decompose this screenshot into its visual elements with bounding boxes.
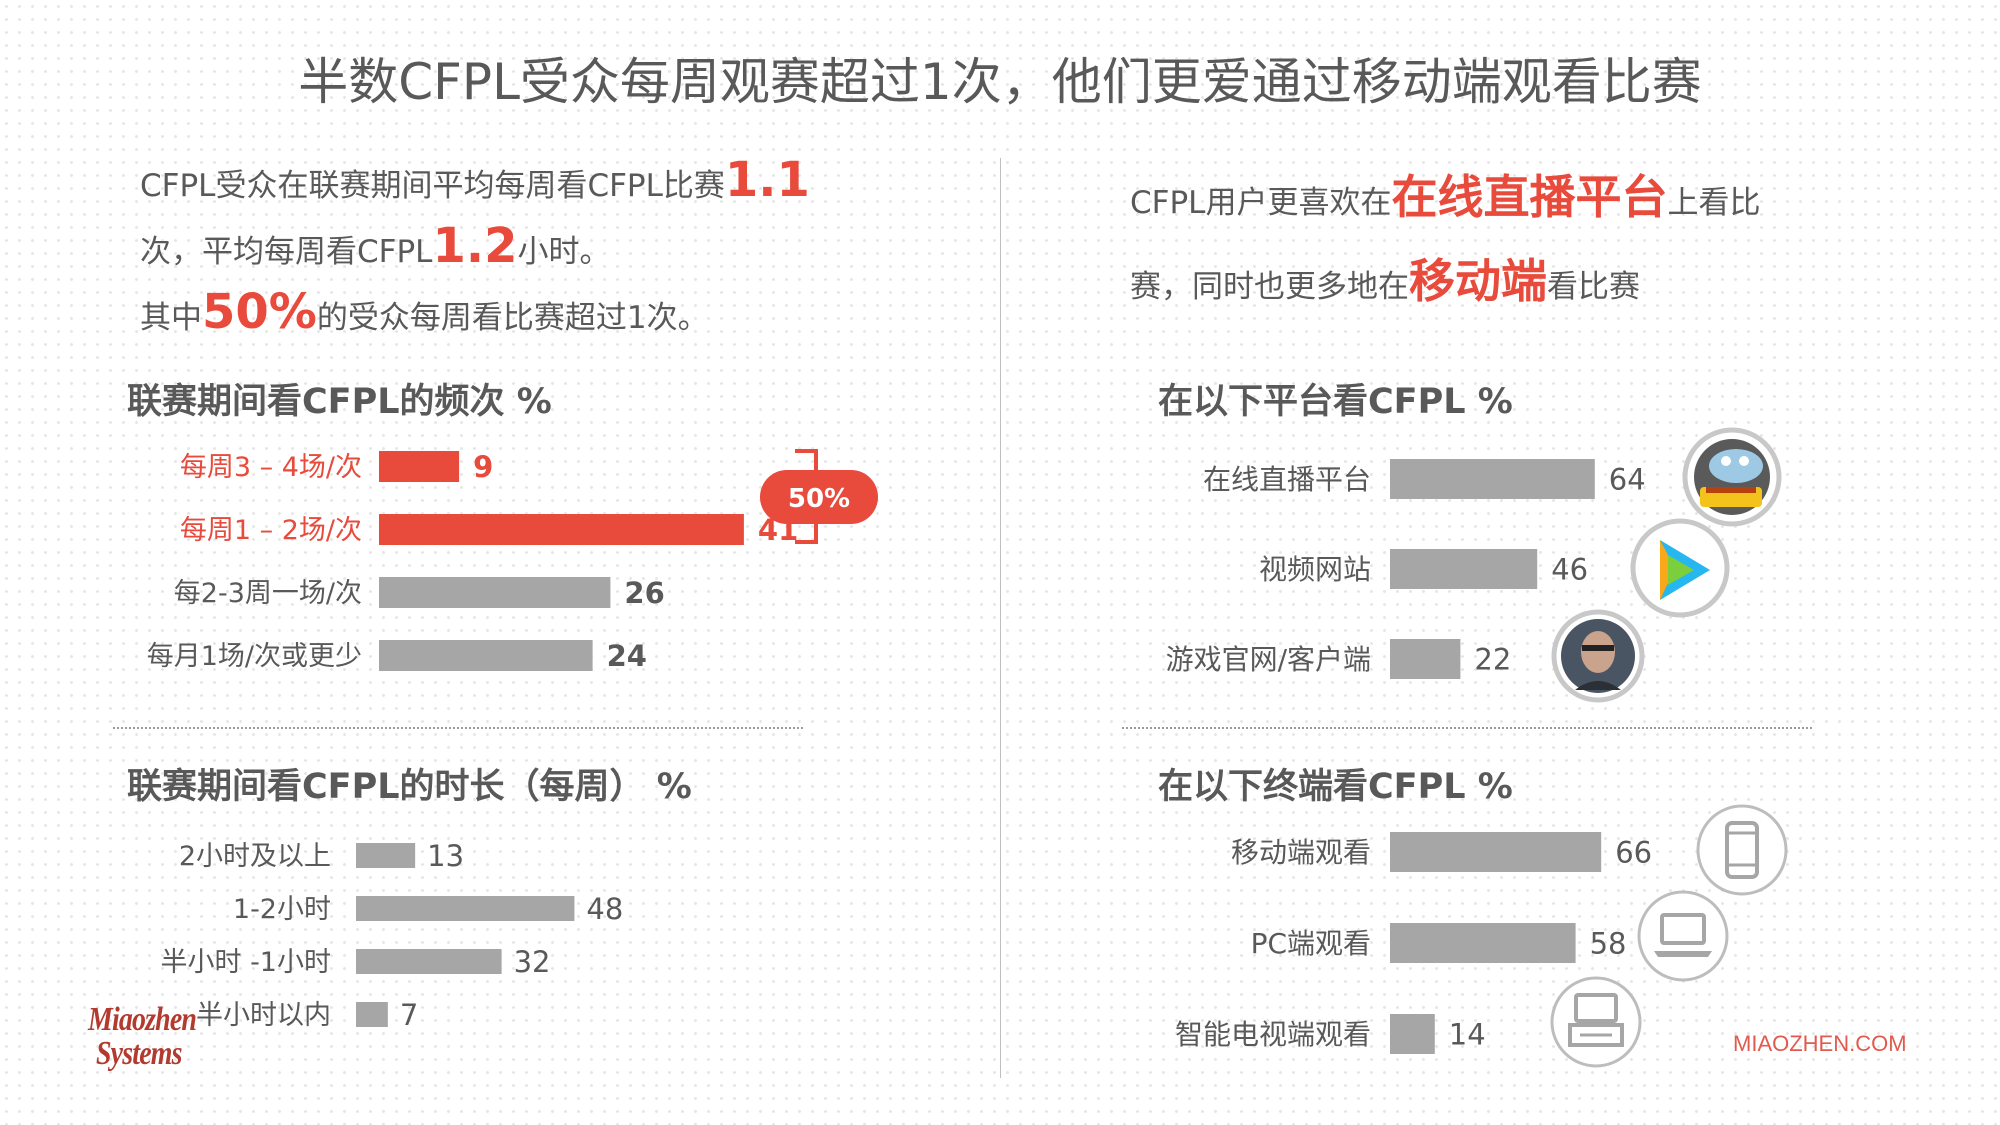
intro-text: 赛，同时也更多地在 [1130,269,1409,305]
avg-weekly-hours: 1.2 [432,218,518,274]
bar [1390,639,1461,679]
category-label: 移动端观看 [1231,836,1371,869]
intro-text: 其中 [140,300,202,336]
highlight-mobile: 移动端 [1409,254,1547,308]
laptop-icon [1637,890,1729,982]
bar [356,949,502,974]
smartphone-icon [1696,804,1788,896]
intro-text: 小时。 [517,234,611,270]
category-label: 每周3 – 4场/次 [180,452,362,483]
value-label: 7 [400,998,418,1032]
logo-line-2: Systems [96,1035,182,1072]
tv-icon [1550,976,1642,1068]
chart-title-platform: 在以下平台看CFPL % [1158,382,1513,422]
share-over-once: 50% [202,284,317,340]
value-label: 64 [1609,462,1646,496]
right-intro: CFPL用户更喜欢在在线直播平台上看比 赛，同时也更多地在移动端看比赛 [1130,158,1760,326]
site-watermark: MIAOZHEN.COM [1733,1031,1907,1056]
intro-text: 的受众每周看比赛超过1次。 [316,300,709,336]
value-label: 13 [427,839,464,873]
value-label: 58 [1590,926,1627,960]
category-label: 半小时 -1小时 [160,947,331,978]
page-title: 半数CFPL受众每周观赛超过1次，他们更爱通过移动端观看比赛 [298,53,1702,111]
category-label: 半小时以内 [196,1000,331,1031]
category-label: 在线直播平台 [1203,463,1371,496]
bar [379,514,744,545]
category-label: 1-2小时 [233,894,331,925]
bar [379,640,593,671]
category-label: PC端观看 [1251,927,1371,960]
avg-weekly-matches: 1.1 [724,152,810,208]
platform-chart: 在线直播平台 64 视频网站 46 游戏官网/客户端 22 [1166,459,1646,679]
intro-text: 上看比 [1667,185,1761,221]
bar [1390,832,1602,872]
left-intro-line1: CFPL受众在联赛期间平均每周看CFPL比赛1.1 [140,150,810,216]
value-label: 26 [624,576,664,610]
intro-text: 看比赛 [1547,269,1640,305]
douyu-logo-icon [1682,427,1782,527]
intro-text: CFPL用户更喜欢在 [1130,185,1392,221]
intro-text: CFPL受众在联赛期间平均每周看CFPL比赛 [140,168,725,204]
category-label: 2小时及以上 [179,841,331,872]
bar [1390,459,1595,499]
value-label: 22 [1474,642,1511,676]
highlight-live-platform: 在线直播平台 [1391,170,1668,224]
bracket-badge [760,470,878,524]
bar [379,577,611,608]
device-chart: 移动端观看 66 PC端观看 58 智能电视端观看 14 [1175,832,1652,1054]
right-intro-line1: CFPL用户更喜欢在在线直播平台上看比 [1130,158,1760,242]
right-intro-line2: 赛，同时也更多地在移动端看比赛 [1130,242,1760,326]
chart-title-duration: 联赛期间看CFPL的时长（每周） % [127,767,692,807]
category-label: 视频网站 [1259,553,1371,586]
video-play-icon [1630,518,1730,618]
logo-line-1: Miaozhen [88,1001,197,1038]
column-divider [1000,158,1001,1078]
value-label: 46 [1551,552,1588,586]
value-label: 14 [1449,1017,1486,1051]
category-label: 每2-3周一场/次 [174,578,362,609]
left-section-divider [113,727,803,729]
right-section-divider [1122,727,1812,729]
value-label: 48 [586,892,623,926]
category-label: 每周1 – 2场/次 [180,515,362,546]
value-label: 24 [607,639,647,673]
left-intro-line2: 次，平均每周看CFPL1.2小时。 [140,216,810,282]
bracket-annotation: 50% [760,449,878,544]
miaozhen-logo: Miaozhen Systems [88,1003,220,1071]
bar [1390,549,1538,589]
bar [379,451,460,482]
category-label: 智能电视端观看 [1175,1018,1371,1051]
left-intro-line3: 其中50%的受众每周看比赛超过1次。 [140,282,810,348]
bar [1390,1014,1435,1054]
left-intro: CFPL受众在联赛期间平均每周看CFPL比赛1.1 次，平均每周看CFPL1.2… [140,150,810,348]
duration-chart: 2小时及以上 13 1-2小时 48 半小时 -1小时 32 半小时以内 7 [160,839,623,1032]
value-label: 32 [514,945,551,979]
category-label: 游戏官网/客户端 [1166,643,1371,676]
bracket-label: 50% [788,484,850,514]
bar [356,1002,388,1027]
chart-title-frequency: 联赛期间看CFPL的频次 % [127,382,552,422]
game-avatar-icon [1551,609,1645,703]
category-label: 每月1场/次或更少 [147,641,362,672]
chart-title-device: 在以下终端看CFPL % [1158,767,1513,807]
value-label: 66 [1615,835,1652,869]
intro-text: 次，平均每周看CFPL [140,234,433,270]
bar [1390,923,1576,963]
bar [356,843,416,868]
bar [356,896,575,921]
value-label: 9 [473,450,493,484]
